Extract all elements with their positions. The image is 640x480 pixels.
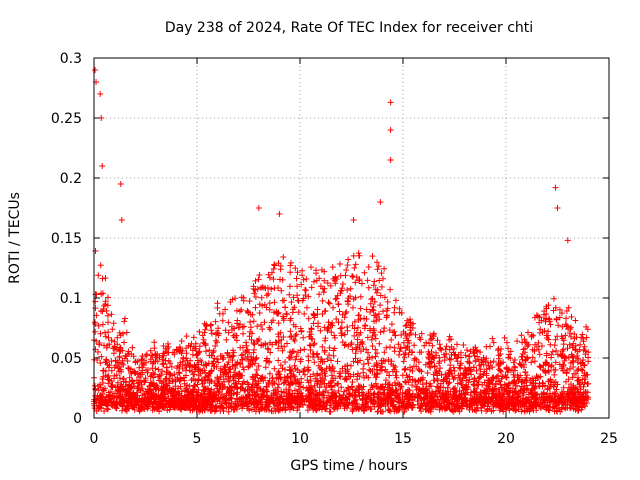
y-tick-label: 0 bbox=[73, 411, 82, 427]
data-point bbox=[276, 211, 283, 217]
data-point bbox=[387, 157, 394, 163]
x-tick-label: 25 bbox=[600, 431, 618, 447]
grid-lines bbox=[94, 58, 609, 418]
y-tick-label: 0.05 bbox=[51, 351, 82, 367]
x-tick-label: 20 bbox=[497, 431, 515, 447]
y-tick-label: 0.25 bbox=[51, 111, 82, 127]
y-tick-label: 0.1 bbox=[60, 291, 82, 307]
data-point bbox=[117, 181, 124, 187]
chart-title: Day 238 of 2024, Rate Of TEC Index for r… bbox=[165, 20, 533, 36]
data-point bbox=[552, 184, 559, 191]
y-axis-label: ROTI / TECUs bbox=[7, 192, 23, 284]
data-point bbox=[97, 91, 104, 97]
x-tick-label: 5 bbox=[193, 431, 202, 447]
data-point bbox=[554, 205, 561, 211]
y-tick-label: 0.3 bbox=[60, 51, 82, 67]
x-axis-label: GPS time / hours bbox=[290, 458, 407, 474]
x-tick-label: 0 bbox=[90, 431, 99, 447]
data-point bbox=[564, 237, 571, 244]
data-point bbox=[255, 205, 262, 211]
data-point bbox=[387, 99, 394, 106]
data-point bbox=[387, 127, 394, 133]
data-point bbox=[92, 67, 99, 73]
axis-ticks: 0 0.05 0.1 0.15 0.2 0.25 0.3 0 5 10 15 20 25 bbox=[51, 51, 618, 447]
x-tick-label: 15 bbox=[394, 431, 412, 447]
y-tick-label: 0.2 bbox=[60, 171, 82, 187]
data-point bbox=[118, 217, 125, 223]
data-point bbox=[350, 217, 357, 223]
y-tick-label: 0.15 bbox=[51, 231, 82, 247]
data-points bbox=[91, 67, 592, 415]
data-point bbox=[99, 163, 106, 169]
x-tick-label: 10 bbox=[291, 431, 309, 447]
data-point bbox=[377, 199, 384, 205]
scatter-cloud bbox=[91, 248, 592, 415]
